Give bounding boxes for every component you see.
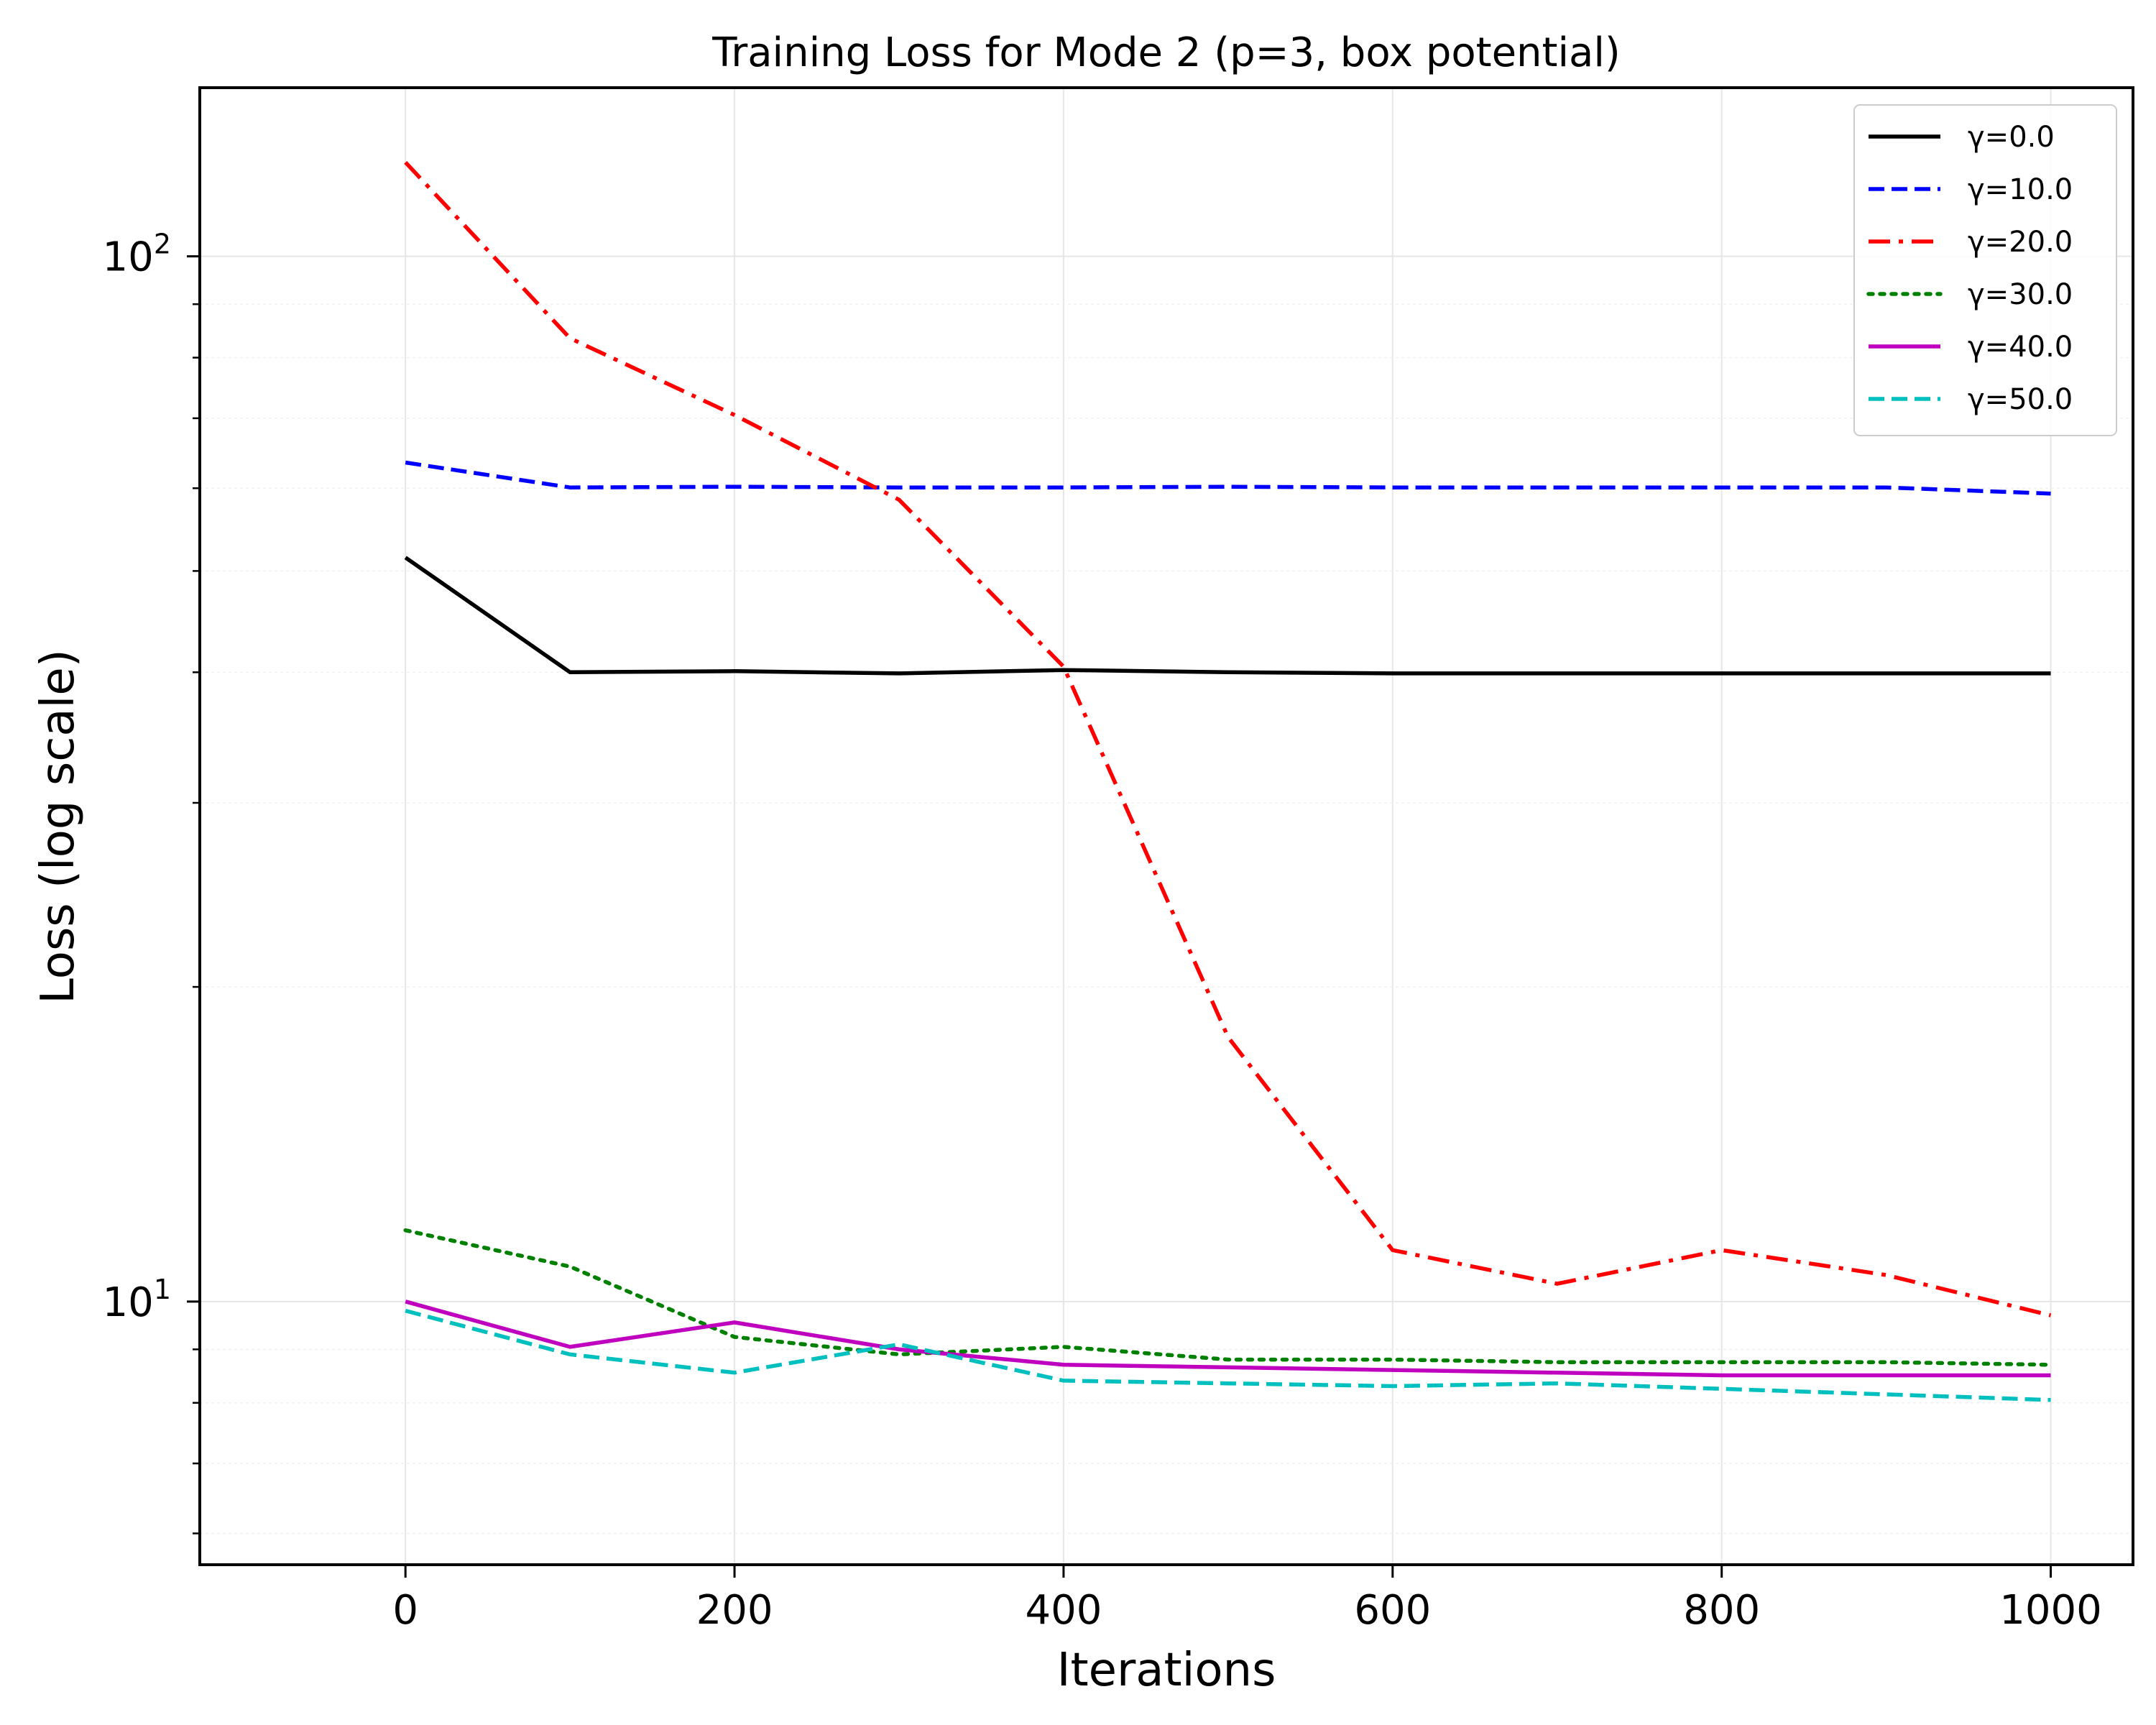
series-line — [405, 1300, 2051, 1378]
series-line — [404, 161, 2052, 1317]
x-tick-label: 800 — [1683, 1587, 1760, 1634]
x-tick-label: 600 — [1354, 1587, 1431, 1634]
series-line — [405, 1308, 2051, 1402]
y-axis-label: Loss (log scale) — [32, 649, 85, 1003]
legend: γ=0.0 γ=10.0 γ=20.0 γ=30.0 γ=40.0 γ=50.0 — [1853, 104, 2117, 436]
legend-label: γ=50.0 — [1968, 383, 2073, 416]
chart-title: Training Loss for Mode 2 (p=3, box poten… — [711, 29, 1621, 76]
x-tick-label: 1000 — [1999, 1587, 2102, 1634]
legend-label: γ=10.0 — [1968, 173, 2073, 206]
x-axis-label: Iterations — [1057, 1644, 1276, 1697]
x-tick-label: 200 — [696, 1587, 773, 1634]
x-tick-label: 0 — [392, 1587, 418, 1634]
series-line — [405, 460, 2051, 496]
x-tick-label: 400 — [1025, 1587, 1102, 1634]
legend-label: γ=0.0 — [1968, 121, 2055, 154]
legend-label: γ=20.0 — [1968, 226, 2073, 259]
series-line — [403, 1228, 2053, 1367]
series-line — [404, 556, 2051, 676]
y-tick-label: 102 — [103, 229, 171, 281]
series-lines — [403, 161, 2053, 1402]
plot-frame — [198, 86, 2134, 1566]
y-tick-label: 101 — [103, 1274, 171, 1326]
legend-label: γ=40.0 — [1968, 331, 2073, 364]
axes: 0 200 400 600 800 1000 101 102 — [103, 229, 2102, 1634]
legend-label: γ=30.0 — [1968, 278, 2073, 311]
